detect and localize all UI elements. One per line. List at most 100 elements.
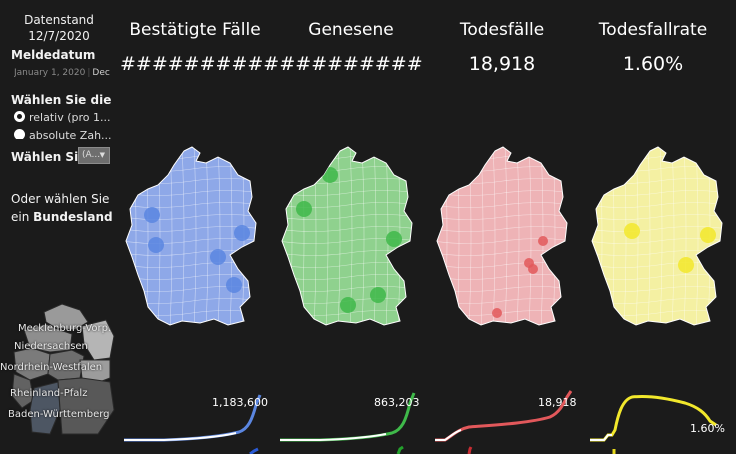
kpi-title: Todesfälle <box>459 20 545 40</box>
kpi-value: 1.60% <box>622 53 684 75</box>
radio-relative[interactable]: relativ (pro 1... <box>14 111 114 125</box>
date-start[interactable]: January 1, 2020 <box>14 68 86 78</box>
hotspot-district[interactable] <box>528 264 538 274</box>
district-border <box>437 190 567 196</box>
district-border <box>282 190 412 196</box>
district-border <box>592 202 722 208</box>
district-border <box>592 226 722 232</box>
sparkline-highlight <box>590 434 612 441</box>
choose-label: Wählen Si... <box>11 150 92 164</box>
district-border <box>193 147 197 325</box>
district-border <box>181 147 185 325</box>
district-border <box>504 147 508 325</box>
spark-label: 1.60% <box>690 422 725 435</box>
map-outline[interactable] <box>591 146 723 326</box>
sparkline-recovered[interactable] <box>280 385 420 454</box>
germany-map-deaths[interactable] <box>433 145 573 330</box>
select-state-hint: Oder wählen Sie ein Bundesland <box>11 190 115 226</box>
datestand-value: 12/7/2020 <box>28 29 90 43</box>
date-range-slider[interactable]: January 1, 2020|December 7, 2020 <box>14 68 110 82</box>
map-outline[interactable] <box>125 146 257 326</box>
germany-map-fatality-rate[interactable] <box>588 145 728 330</box>
state-label: Baden-Württemberg <box>8 409 110 420</box>
state-label: Rheinland-Pfalz <box>10 388 88 399</box>
spark-label: 863,203 <box>374 396 420 409</box>
state-shape[interactable] <box>57 377 115 435</box>
radio-selected-icon[interactable] <box>14 111 25 122</box>
hotspot-district[interactable] <box>678 257 694 273</box>
sparkline-highlight <box>124 432 237 441</box>
germany-map-confirmed[interactable] <box>122 145 262 330</box>
district-border <box>217 147 221 325</box>
hotspot-district[interactable] <box>492 308 502 318</box>
kpi-value: 18,918 <box>468 53 536 75</box>
district-border <box>647 147 651 325</box>
hotspot-district[interactable] <box>340 297 356 313</box>
sparkline-deaths[interactable] <box>435 385 575 454</box>
district-border <box>695 147 699 325</box>
district-border <box>282 214 412 220</box>
hotspot-district[interactable] <box>234 225 250 241</box>
hotspot-district[interactable] <box>148 237 164 253</box>
district-border <box>592 214 722 220</box>
date-end[interactable]: December 7, 2020 <box>92 68 110 78</box>
kpi-title: Todesfallrate <box>598 20 708 40</box>
district-border <box>437 202 567 208</box>
datestand-header: Datenstand 12/7/2020 <box>0 12 118 46</box>
sparkline-confirmed[interactable] <box>124 385 264 454</box>
district-border <box>437 238 567 244</box>
hotspot-district[interactable] <box>296 201 312 217</box>
district-border <box>337 147 341 325</box>
state-dropdown[interactable]: (A... ▼ <box>78 147 110 164</box>
hint-line1: Oder wählen Sie <box>11 192 110 206</box>
hotspot-district[interactable] <box>144 207 160 223</box>
hotspot-district[interactable] <box>370 287 386 303</box>
district-border <box>592 274 722 280</box>
bundesland-map[interactable] <box>10 300 118 440</box>
radio-unselected-icon[interactable] <box>14 129 25 139</box>
radio-absolute[interactable]: absolute Zah... <box>14 129 114 139</box>
district-border <box>492 147 496 325</box>
district-border <box>437 274 567 280</box>
kpi-value: ######### <box>279 53 423 75</box>
radio-absolute-label: absolute Zah... <box>29 129 112 139</box>
district-border <box>282 226 412 232</box>
district-border <box>126 202 256 208</box>
district-border <box>373 147 377 325</box>
hotspot-district[interactable] <box>322 167 338 183</box>
measure-label: Wählen Sie die ... <box>11 93 113 107</box>
hotspot-district[interactable] <box>226 277 242 293</box>
spark-label: 1,183,600 <box>212 396 268 409</box>
datestand-label: Datenstand <box>24 13 94 27</box>
state-shape[interactable] <box>11 373 35 409</box>
filter-sidebar: Datenstand 12/7/2020 Meldedatum January … <box>0 0 118 454</box>
germany-map-recovered[interactable] <box>278 145 418 330</box>
hotspot-district[interactable] <box>624 223 640 239</box>
hotspot-district[interactable] <box>386 231 402 247</box>
district-border <box>671 147 675 325</box>
map-outline[interactable] <box>281 146 413 326</box>
sparkline-lower-path <box>249 447 259 454</box>
district-border <box>126 214 256 220</box>
district-border <box>437 214 567 220</box>
district-border <box>683 147 687 325</box>
chevron-down-icon: ▼ <box>99 151 105 159</box>
district-border <box>659 147 663 325</box>
map-outline[interactable] <box>436 146 568 326</box>
kpi-value: ########## <box>120 53 280 75</box>
hotspot-district[interactable] <box>210 249 226 265</box>
district-border <box>205 147 209 325</box>
sparkline-path <box>590 395 717 442</box>
district-border <box>528 147 532 325</box>
state-label: Mecklenburg-Vorp. <box>18 323 112 334</box>
state-label: Nordrhein-Westfalen <box>0 362 103 373</box>
hotspot-district[interactable] <box>538 236 548 246</box>
spark-label: 18,918 <box>538 396 577 409</box>
radio-relative-label: relativ (pro 1... <box>29 111 111 124</box>
district-border <box>516 147 520 325</box>
sparkline-fatality-rate[interactable] <box>590 385 730 454</box>
hotspot-district[interactable] <box>700 227 716 243</box>
sparkline-highlight <box>435 429 462 441</box>
state-shape[interactable] <box>43 303 89 331</box>
state-shape[interactable] <box>81 319 115 361</box>
